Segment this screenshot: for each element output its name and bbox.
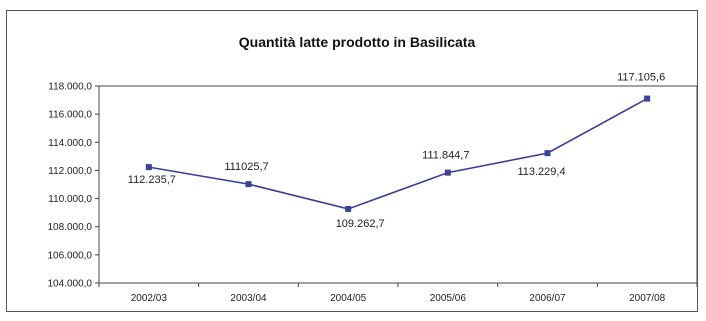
x-tick-label: 2002/03 [131, 293, 168, 304]
data-point [245, 181, 252, 188]
x-tick-label: 2003/04 [230, 293, 267, 304]
y-tick-label: 110.000,0 [48, 194, 92, 205]
data-label: 117.105,6 [617, 72, 665, 84]
data-label: 109.262,7 [336, 218, 385, 230]
data-point [345, 205, 352, 212]
data-label: 112.235,7 [128, 174, 176, 186]
y-axis: 104.000,0 106.000,0 108.000,0 110.000,0 112.… [48, 82, 99, 290]
y-tick-label: 116.000,0 [48, 110, 92, 121]
plot-area [98, 85, 697, 284]
chart-title: Quantità latte prodotto in Basilicata [239, 34, 476, 50]
series-line [148, 97, 648, 210]
x-tick-label: 2006/07 [529, 293, 566, 304]
line-chart: Quantità latte prodotto in Basilicata 10… [48, 34, 697, 304]
y-tick-label: 112.000,0 [48, 166, 92, 177]
y-tick-label: 108.000,0 [48, 222, 93, 233]
chart-frame: Quantità latte prodotto in Basilicata 10… [6, 10, 698, 312]
data-point [145, 164, 152, 171]
data-labels: 112.235,7 111025,7 109.262,7 111.844,7 113.2… [128, 72, 665, 230]
data-label: 111025,7 [224, 161, 268, 173]
x-tick-label: 2004/05 [330, 293, 367, 304]
x-axis: 2002/03 2003/04 2004/05 2005/06 2006/07 2007/… [98, 283, 697, 304]
x-tick-label: 2007/08 [629, 293, 666, 304]
series-group [145, 95, 651, 212]
data-label: 113.229,4 [517, 166, 565, 178]
data-label: 111.844,7 [422, 150, 469, 162]
data-point [644, 95, 651, 102]
y-tick-label: 106.000,0 [48, 250, 93, 261]
data-point [544, 150, 551, 157]
y-tick-label: 104.000,0 [48, 279, 93, 290]
y-tick-label: 118.000,0 [48, 82, 92, 93]
x-tick-label: 2005/06 [430, 293, 467, 304]
y-tick-label: 114.000,0 [48, 138, 92, 149]
data-point [444, 169, 451, 176]
